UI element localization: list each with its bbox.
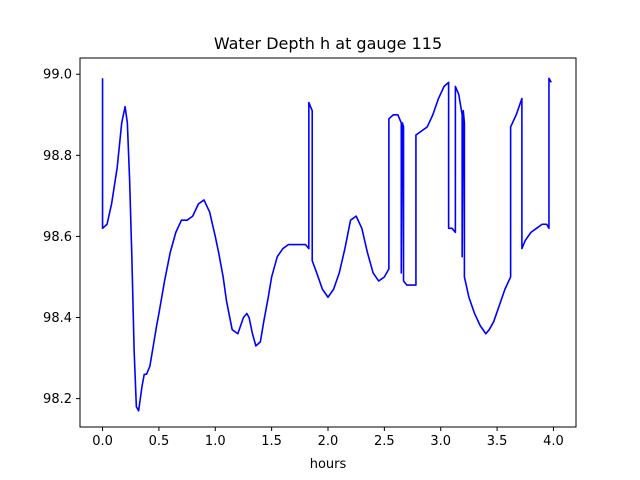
y-axis: 98.2 98.4 98.6 98.8 99.0 (43, 68, 80, 407)
y-tick-label: 98.4 (43, 311, 72, 326)
x-tick-label: 2.5 (374, 434, 395, 449)
x-axis-label: hours (310, 457, 347, 472)
x-tick-label: 2.0 (318, 434, 339, 449)
y-tick-label: 98.2 (43, 392, 72, 407)
x-tick-label: 3.5 (487, 434, 508, 449)
y-tick-label: 99.0 (43, 68, 72, 83)
y-tick-label: 98.8 (43, 149, 72, 164)
x-tick-label: 4.0 (543, 434, 564, 449)
y-tick-label: 98.6 (43, 230, 72, 245)
x-tick-label: 1.0 (205, 434, 226, 449)
chart-title: Water Depth h at gauge 115 (214, 34, 442, 53)
plot-frame (79, 57, 577, 428)
x-tick-label: 1.5 (261, 434, 282, 449)
plot-area (79, 57, 577, 428)
x-axis: 0.0 0.5 1.0 1.5 2.0 2.5 3.0 3.5 4.0 (92, 427, 564, 449)
x-tick-label: 0.0 (92, 434, 113, 449)
x-tick-label: 3.0 (430, 434, 451, 449)
series-line-0 (101, 77, 552, 412)
x-tick-label: 0.5 (149, 434, 170, 449)
